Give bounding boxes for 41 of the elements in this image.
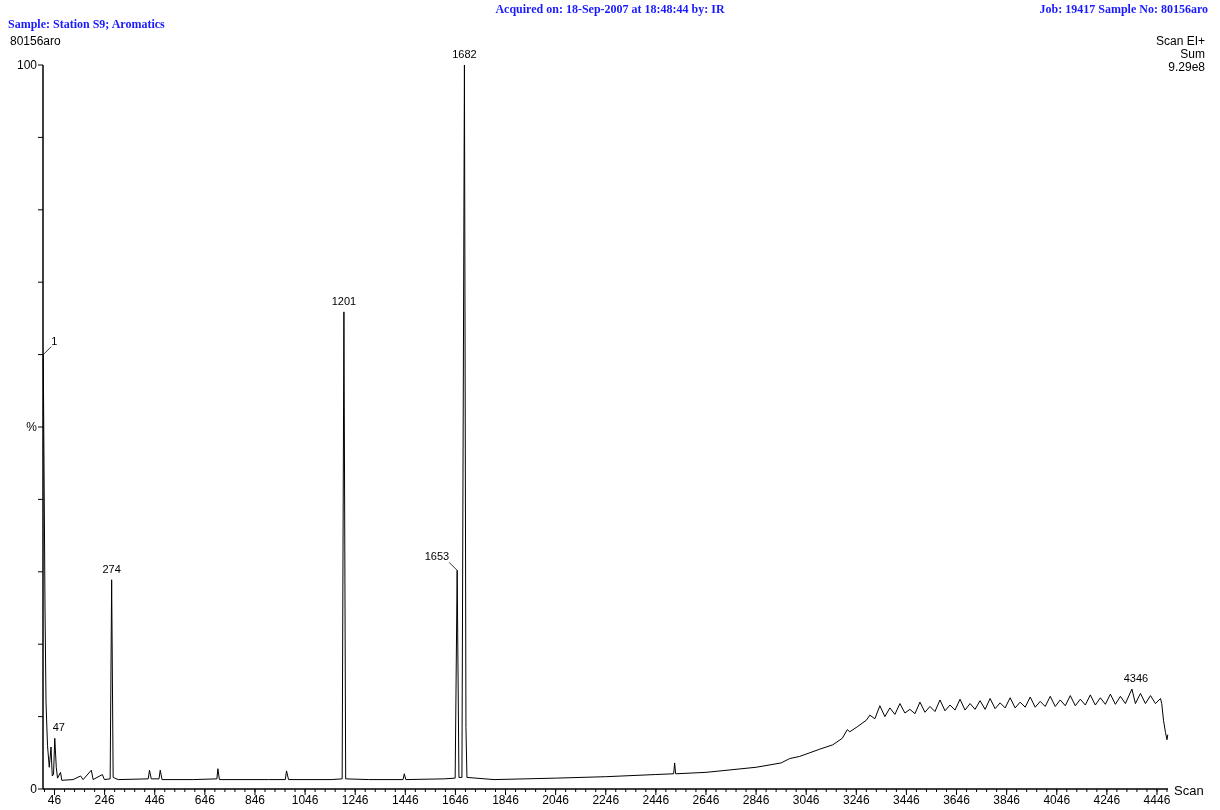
x-tick-label: 1246 — [341, 793, 369, 807]
annotation: 1682 — [452, 48, 477, 60]
text: 80156aro — [10, 34, 62, 48]
x-tick-label: 846 — [244, 793, 266, 807]
x-tick-label: 446 — [144, 793, 166, 807]
x-tick-label: 3046 — [792, 793, 820, 807]
x-axis-title: Scan — [1174, 783, 1204, 798]
text: 9.29e8 — [1168, 60, 1206, 74]
annotation: 47 — [52, 721, 65, 734]
x-tick-label: 1646 — [442, 793, 470, 807]
y-tick-label: % — [26, 420, 38, 435]
text: Acquired on: 18-Sep-2007 at 18:48:44 by: IR — [495, 2, 725, 16]
text: Job: 19417 Sample No: 80156aro — [1039, 2, 1208, 16]
x-tick-label: 3446 — [893, 793, 921, 807]
x-tick-label: 3246 — [842, 793, 870, 807]
x-tick-label: 1446 — [391, 793, 419, 807]
x-tick-label: 2846 — [742, 793, 770, 807]
annotation: 1 — [51, 334, 58, 347]
x-tick-label: 4246 — [1093, 793, 1121, 807]
x-tick-label: 2446 — [642, 793, 670, 807]
x-tick-label: 2246 — [592, 793, 620, 807]
x-tick-label: 46 — [47, 793, 62, 807]
x-tick-label: 2646 — [692, 793, 720, 807]
x-tick-label: 246 — [94, 793, 115, 807]
annotation: 4346 — [1123, 672, 1149, 685]
x-tick-label: 1046 — [291, 793, 319, 807]
annotation: 1201 — [331, 294, 357, 307]
y-tick-label: 0 — [30, 782, 38, 797]
x-tick-label: 1846 — [492, 793, 520, 807]
x-tick-label: 4446 — [1143, 793, 1171, 807]
x-tick-label: 3846 — [993, 793, 1021, 807]
x-tick-label: 4046 — [1043, 793, 1071, 807]
chart-title: Sample: Station S9; Aromatics — [8, 17, 166, 31]
y-tick-label: 100 — [16, 58, 38, 73]
annotation: 1653 — [424, 550, 450, 563]
x-tick-label: 646 — [194, 793, 216, 807]
x-tick-label: 2046 — [542, 793, 570, 807]
x-tick-label: 3646 — [943, 793, 971, 807]
text: Scan EI+ — [1155, 34, 1205, 48]
annotation: 274 — [102, 562, 121, 575]
text: Sum — [1180, 47, 1205, 61]
